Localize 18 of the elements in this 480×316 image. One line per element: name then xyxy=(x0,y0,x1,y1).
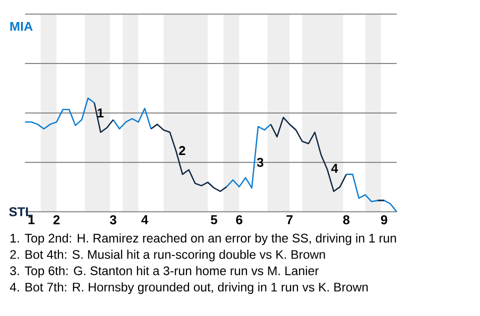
annotation: 2 xyxy=(179,146,186,155)
x-tick-label: 2 xyxy=(53,215,60,224)
x-tick-label: 6 xyxy=(236,215,242,224)
text: 1. Top 2nd: H. Ramirez reached on an error by the SS, driving in 1 run xyxy=(10,233,396,245)
annotation: 1 xyxy=(98,108,104,118)
x-tick-label: 9 xyxy=(381,215,388,224)
text: 3. Top 6th: G. Stanton hit a 3-run home run vs M. Lanier xyxy=(10,266,319,278)
x-tick-label: 8 xyxy=(343,215,350,224)
annotation: STL xyxy=(9,207,33,216)
text: MIA xyxy=(10,22,33,31)
annotation: 4 xyxy=(331,164,338,173)
annotation: 3 xyxy=(256,158,264,167)
x-tick-label: 3 xyxy=(110,215,116,224)
x-tick-label: 7 xyxy=(286,215,293,224)
x-tick-label: 4 xyxy=(141,215,148,224)
x-tick-label: 5 xyxy=(210,215,218,224)
text: 2. Bot 4th: S. Musial hit a run-scoring double vs K. Brown xyxy=(10,250,325,262)
text: 4. Bot 7th: R. Hornsby grounded out, driving in 1 run vs K. Brown xyxy=(10,282,368,294)
